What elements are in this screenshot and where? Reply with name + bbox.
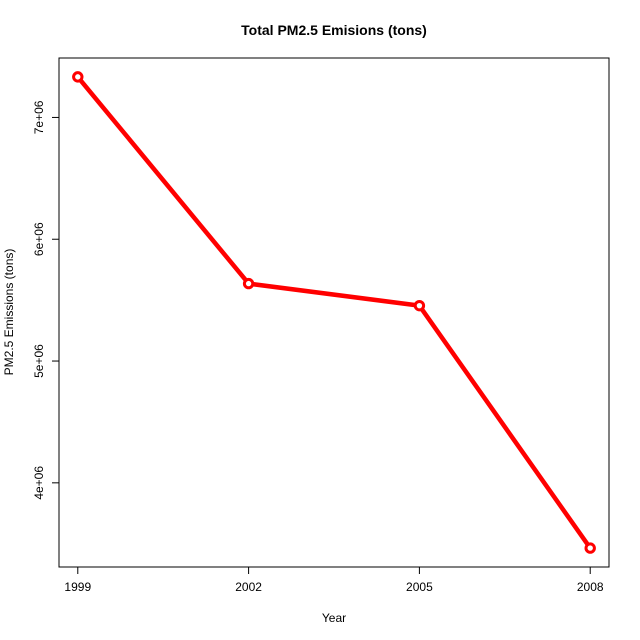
series-layer: [72, 71, 596, 554]
x-tick-label-1999: 1999: [64, 580, 91, 594]
y-tick-label-6e+06: 6e+06: [32, 222, 46, 256]
x-axis: 1999 2002 2005 2008: [64, 567, 604, 594]
y-tick-label-4e+06: 4e+06: [32, 466, 46, 500]
y-axis-label: PM2.5 Emissions (tons): [2, 249, 16, 376]
series-line-0: [76, 75, 593, 550]
x-axis-label: Year: [322, 611, 346, 625]
data-point-2005: [413, 299, 426, 312]
x-tick-label-2008: 2008: [577, 580, 604, 594]
x-tick-label-2005: 2005: [406, 580, 433, 594]
y-tick-label-7e+06: 7e+06: [32, 100, 46, 134]
data-point-2002: [242, 277, 255, 290]
y-axis: 4e+06 5e+06 6e+06 7e+06: [32, 100, 59, 500]
data-point-1999: [72, 71, 84, 83]
plot-area-border: [58, 57, 610, 568]
x-tick-label-2002: 2002: [235, 580, 262, 594]
data-point-2008: [584, 542, 596, 554]
chart-title: Total PM2.5 Emisions (tons): [241, 22, 427, 38]
y-tick-label-5e+06: 5e+06: [32, 344, 46, 378]
